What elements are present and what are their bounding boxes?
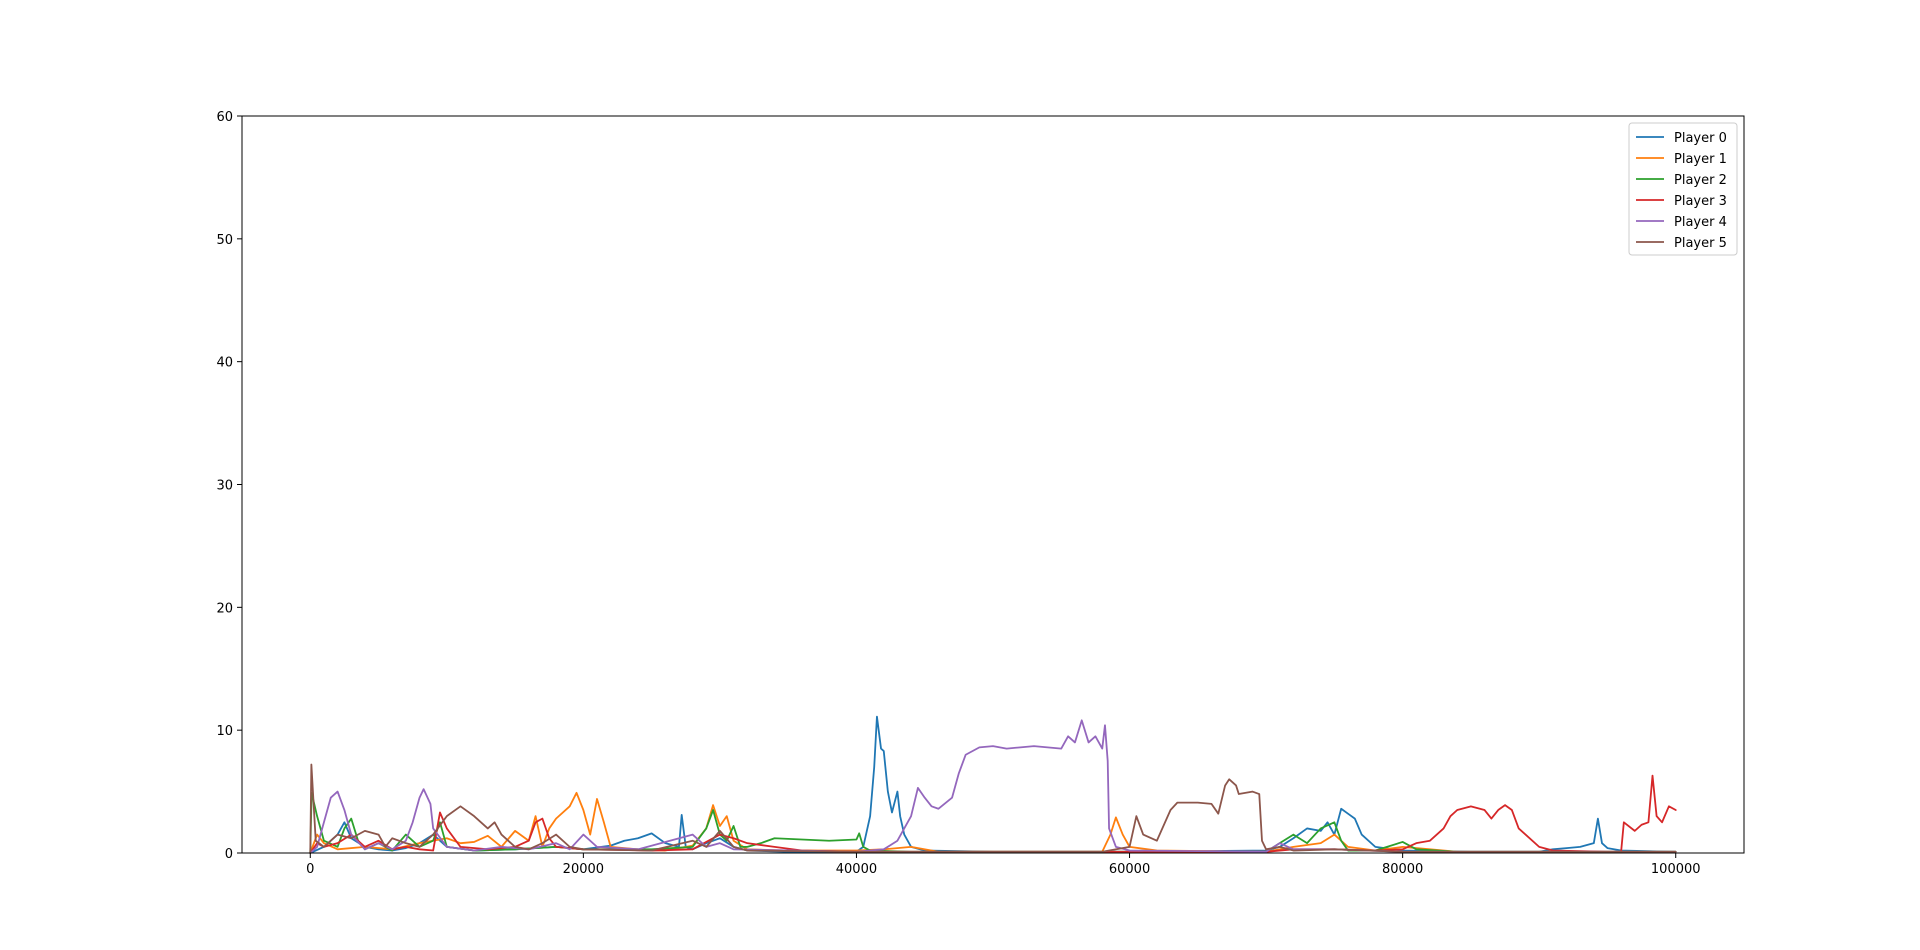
x-tick-label: 40000 bbox=[836, 862, 877, 877]
y-tick-label: 60 bbox=[216, 110, 233, 125]
legend-label: Player 1 bbox=[1674, 152, 1727, 167]
y-tick-label: 40 bbox=[216, 356, 233, 371]
series-layer bbox=[309, 715, 1677, 854]
series-line-player-5 bbox=[309, 763, 1677, 854]
x-tick-label: 80000 bbox=[1382, 862, 1423, 877]
y-tick-label: 20 bbox=[216, 601, 233, 616]
legend-label: Player 4 bbox=[1674, 215, 1727, 230]
x-tick-label: 20000 bbox=[563, 862, 604, 877]
legend: Player 0 Player 1 Player 2 Player 3 Player 4… bbox=[1628, 122, 1738, 256]
x-tick-label: 100000 bbox=[1651, 862, 1701, 877]
y-tick-label: 30 bbox=[216, 479, 233, 494]
x-tick-label: 60000 bbox=[1109, 862, 1150, 877]
legend-box bbox=[1628, 122, 1738, 256]
x-axis: 0 20000 40000 60000 80000 100000 bbox=[306, 853, 1701, 877]
y-tick-label: 10 bbox=[216, 724, 233, 739]
legend-label: Player 5 bbox=[1674, 236, 1727, 251]
x-tick-label: 0 bbox=[306, 862, 314, 877]
y-tick-label: 50 bbox=[216, 233, 233, 248]
y-tick-label: 0 bbox=[225, 847, 233, 862]
legend-label: Player 3 bbox=[1674, 194, 1727, 209]
legend-label: Player 0 bbox=[1674, 131, 1727, 146]
y-axis: 0 10 20 30 40 50 60 bbox=[216, 110, 242, 862]
series-line-player-4 bbox=[309, 719, 1677, 854]
legend-label: Player 2 bbox=[1674, 173, 1727, 188]
